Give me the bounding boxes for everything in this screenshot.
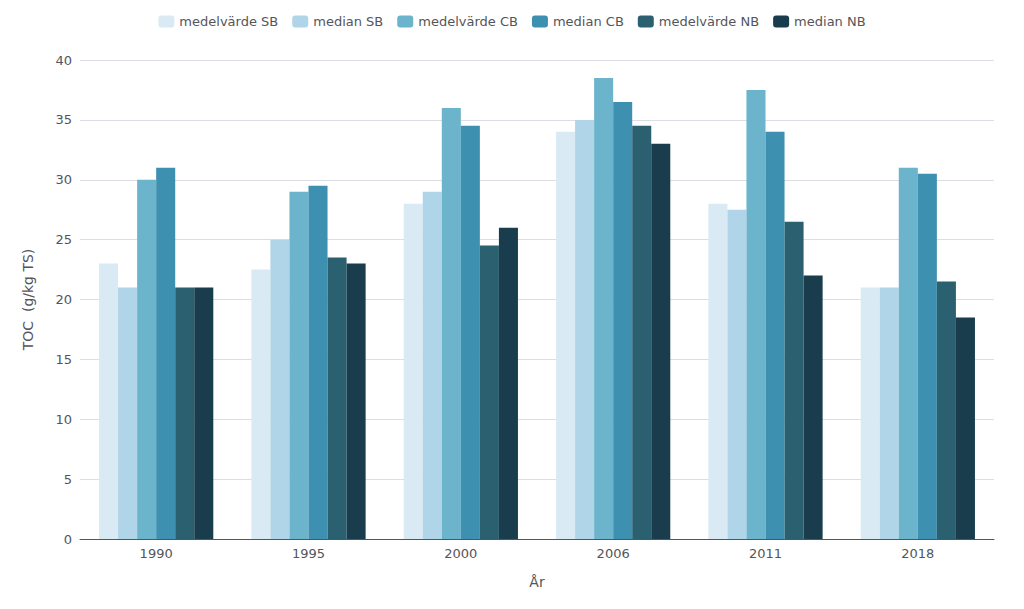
svg-text:1990: 1990 — [140, 546, 173, 561]
svg-text:35: 35 — [55, 112, 72, 127]
svg-text:0: 0 — [64, 532, 72, 547]
svg-text:25: 25 — [55, 232, 72, 247]
svg-text:median CB: median CB — [553, 14, 624, 29]
svg-text:5: 5 — [64, 472, 72, 487]
svg-text:1995: 1995 — [292, 546, 325, 561]
svg-text:2011: 2011 — [749, 546, 782, 561]
svg-text:median NB: median NB — [794, 14, 866, 29]
svg-text:2018: 2018 — [901, 546, 934, 561]
svg-text:15: 15 — [55, 352, 72, 367]
svg-text:medelvärde NB: medelvärde NB — [659, 14, 759, 29]
svg-text:medelvärde SB: medelvärde SB — [179, 14, 278, 29]
svg-text:20: 20 — [55, 292, 72, 307]
svg-text:median SB: median SB — [313, 14, 383, 29]
svg-text:2006: 2006 — [597, 546, 630, 561]
svg-text:TOC (g/kg TS): TOC (g/kg TS) — [20, 249, 36, 352]
svg-text:40: 40 — [55, 53, 72, 68]
svg-text:År: År — [529, 574, 545, 590]
svg-text:medelvärde CB: medelvärde CB — [418, 14, 518, 29]
svg-text:10: 10 — [55, 412, 72, 427]
svg-text:2000: 2000 — [444, 546, 477, 561]
svg-text:30: 30 — [55, 172, 72, 187]
